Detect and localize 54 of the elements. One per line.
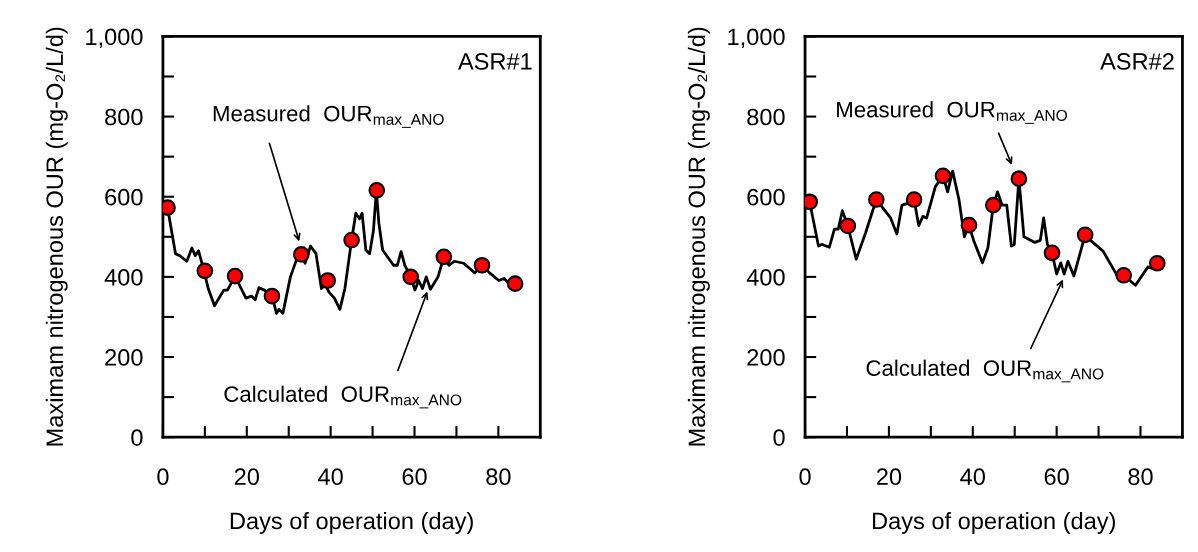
y-tick-label: 200: [105, 349, 143, 366]
x-tick-label: 0: [799, 468, 811, 486]
point: [402, 268, 420, 286]
x-tick-label: 40: [960, 468, 985, 486]
point: [1148, 254, 1166, 272]
point: [1010, 170, 1028, 188]
point: [868, 191, 885, 208]
x-tick-label: 20: [234, 468, 259, 486]
annotation: Calculated OUR$_{max_ANO}$: [866, 359, 1104, 383]
annotation: Calculated OUR$_{max_ANO}$: [224, 385, 462, 409]
x-tick-label: 20: [876, 468, 902, 486]
y-tick-label: 600: [105, 188, 143, 206]
y-tick-label: 400: [746, 268, 785, 286]
point: [263, 287, 281, 305]
point: [435, 248, 453, 266]
x-tick-label: 60: [402, 468, 427, 486]
point: [226, 267, 244, 285]
point: [1043, 244, 1061, 262]
y-tick-label: 800: [105, 108, 143, 126]
point: [905, 191, 923, 208]
x-axis-title: Days of operation (day): [872, 511, 1115, 534]
y-tick-label: 400: [104, 268, 143, 286]
y-axis-title: Maximam nitrogenous OUR (mg-O₂/L/d): [45, 27, 68, 446]
y-tick-label: 0: [131, 429, 143, 446]
x-tick-label: 80: [486, 468, 511, 486]
point: [506, 275, 524, 293]
point: [1076, 226, 1094, 244]
point: [473, 256, 491, 274]
y-tick-label: 0: [773, 429, 785, 446]
y-tick-label: 1,000: [86, 28, 143, 49]
point: [1115, 266, 1133, 284]
x-tick-label: 60: [1044, 468, 1069, 486]
y-tick-label: 600: [747, 188, 785, 206]
point: [960, 216, 978, 234]
x-tick-label: 40: [318, 468, 343, 486]
y-tick-label: 200: [747, 349, 785, 366]
point: [292, 246, 310, 263]
annotation: ASR#1: [457, 53, 532, 70]
x-axis-title: Days of operation (day): [230, 511, 473, 534]
y-tick-label: 800: [747, 108, 785, 126]
point: [839, 217, 857, 235]
x-tick-label: 0: [157, 468, 169, 486]
annotation: Measured OUR$_{max_ANO}$: [837, 101, 1067, 124]
x-tick-label: 80: [1128, 468, 1153, 486]
point: [319, 272, 337, 289]
annotation: ASR#2: [1100, 53, 1174, 70]
point: [196, 262, 214, 280]
point: [985, 196, 1002, 214]
point: [934, 167, 952, 185]
y-axis-title: Maximam nitrogenous OUR (mg-O₂/L/d): [687, 27, 710, 446]
annotation: Measured OUR$_{max_ANO}$: [213, 105, 444, 128]
point: [368, 182, 386, 199]
point: [343, 231, 360, 249]
y-tick-label: 1,000: [728, 28, 785, 49]
